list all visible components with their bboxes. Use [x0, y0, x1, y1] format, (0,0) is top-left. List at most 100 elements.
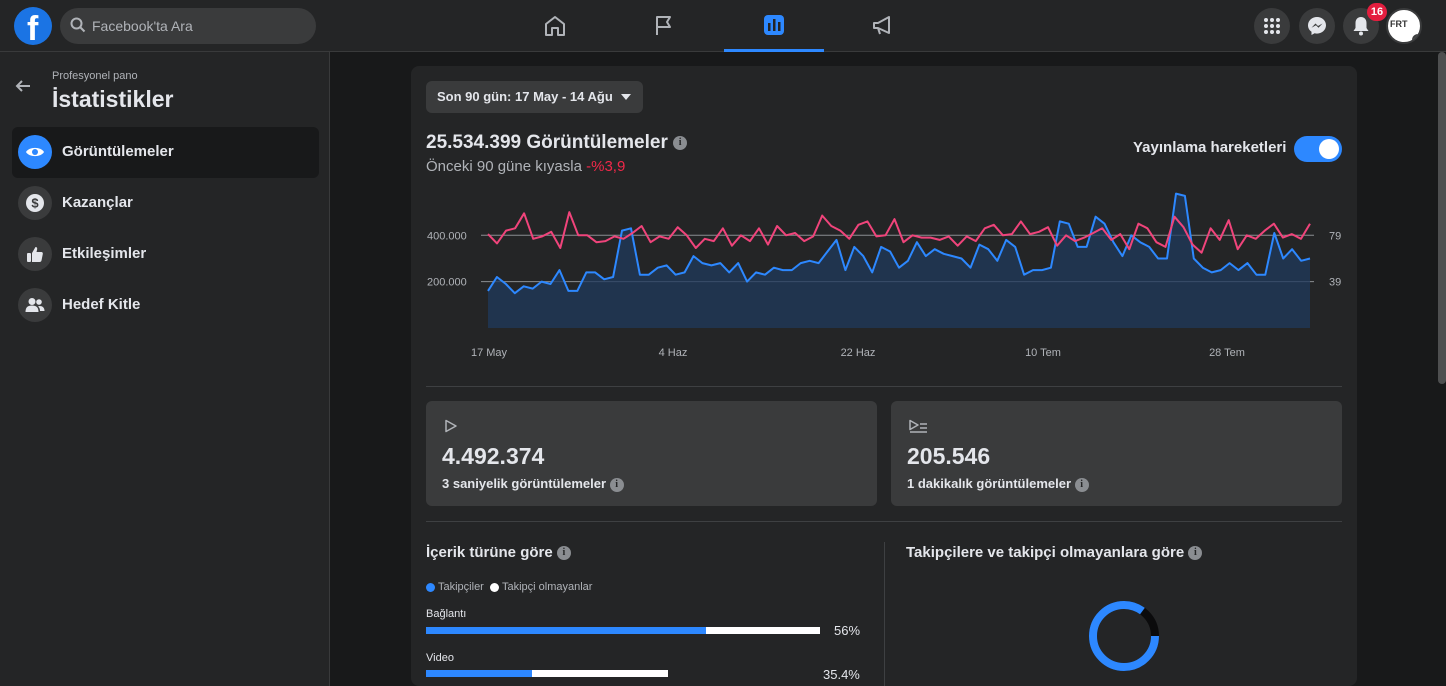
followers-section-title: Takipçilere ve takipçi olmayanlara göre … — [906, 544, 1203, 561]
svg-text:$: $ — [31, 196, 39, 211]
x-tick-label: 22 Haz — [841, 347, 876, 359]
x-tick-label: 10 Tem — [1025, 347, 1061, 359]
facebook-logo[interactable]: f — [14, 7, 52, 48]
sidebar-item-label: Görüntülemeler — [62, 143, 174, 160]
flag-icon — [656, 16, 671, 35]
stat-value: 4.492.374 — [442, 443, 545, 469]
total-views-value: 25.534.399 Görüntülemeler — [426, 132, 668, 153]
sidebar-item-engagement[interactable]: Etkileşimler — [12, 229, 319, 280]
bar-label: Bağlantı — [426, 608, 467, 620]
avatar-label: FRT — [1390, 19, 1408, 29]
legend-dot-nonfollowers — [489, 582, 499, 592]
info-icon[interactable]: i — [673, 135, 688, 150]
sidebar-subtitle: Profesyonel pano — [52, 70, 138, 82]
y-tick-label-left: 200.000 — [427, 277, 467, 289]
bar-fill-followers — [426, 670, 533, 677]
content-type-title: İçerik türüne göre i — [426, 544, 571, 561]
legend-followers: Takipçiler — [438, 581, 484, 593]
back-arrow-icon[interactable] — [14, 78, 32, 94]
donut-segment-followers — [1089, 601, 1159, 671]
stat-label: 3 saniyelik görüntülemeler i — [442, 476, 624, 492]
search-input[interactable] — [92, 8, 302, 44]
people-icon — [18, 288, 52, 322]
sidebar-item-audience[interactable]: Hedef Kitle — [12, 280, 319, 331]
search-box[interactable] — [60, 8, 316, 44]
menu-button[interactable] — [1254, 8, 1290, 44]
views-panel: Son 90 gün: 17 May - 14 Ağu 25.534.399 G… — [411, 66, 1357, 686]
series-line-publishing — [487, 211, 1311, 254]
series-line-views — [487, 192, 1311, 295]
x-tick-label: 28 Tem — [1209, 347, 1245, 359]
comparison-text: Önceki 90 güne kıyasla -%3,9 — [426, 158, 625, 175]
caret-down-icon — [620, 94, 631, 100]
comparison-value: -%3,9 — [586, 158, 626, 175]
content-type-title-text: İçerik türüne göre — [426, 544, 553, 561]
publishing-activity-label: Yayınlama hareketleri — [1133, 139, 1287, 156]
bar-percent: 56% — [834, 623, 861, 638]
bar-label: Video — [426, 652, 454, 664]
tab-home[interactable] — [505, 0, 605, 52]
grid-icon — [1264, 18, 1280, 34]
tab-insights[interactable] — [724, 0, 824, 52]
bar-percent: 35.4% — [823, 667, 860, 682]
content-bar-link — [426, 627, 820, 634]
sidebar-item-label: Hedef Kitle — [62, 296, 141, 313]
y-tick-label-right: 79 — [1329, 230, 1341, 242]
series-area-views — [488, 193, 1310, 328]
content-bar-video — [426, 670, 669, 677]
messenger-icon — [1308, 17, 1326, 35]
content-type-legend: Takipçiler Takipçi olmayanlar — [426, 581, 592, 593]
notification-badge: 16 — [1367, 3, 1387, 21]
stat-label-text: 3 saniyelik görüntülemeler — [442, 476, 607, 491]
section-divider — [884, 542, 885, 686]
comparison-label: Önceki 90 güne kıyasla — [426, 158, 582, 175]
megaphone-icon — [873, 16, 890, 35]
home-icon — [545, 16, 565, 36]
sidebar-item-views[interactable]: Görüntülemeler — [12, 127, 319, 178]
chevron-down-icon[interactable] — [1412, 34, 1420, 42]
publishing-activity-toggle[interactable] — [1294, 136, 1342, 162]
divider — [426, 521, 1342, 522]
scrollbar[interactable] — [1438, 52, 1446, 384]
followers-donut-chart — [1089, 601, 1159, 671]
sidebar: Profesyonel pano İstatistikler Görüntüle… — [0, 52, 330, 686]
messenger-button[interactable] — [1299, 8, 1335, 44]
y-tick-label-right: 39 — [1329, 277, 1341, 289]
toggle-knob — [1319, 139, 1339, 159]
play-list-icon — [909, 419, 927, 433]
stat-card-1m-views: 205.546 1 dakikalık görüntülemeler i — [891, 401, 1342, 506]
sidebar-item-earnings[interactable]: $ Kazançlar — [12, 178, 319, 229]
x-tick-label: 17 May — [471, 347, 508, 359]
sidebar-item-label: Etkileşimler — [62, 245, 147, 262]
play-icon — [445, 419, 457, 433]
bell-icon — [1353, 17, 1369, 36]
top-navigation-bar: f 16 FRT — [0, 0, 1446, 52]
thumbs-up-icon — [18, 237, 52, 271]
page-title: İstatistikler — [52, 86, 174, 112]
followers-section-title-text: Takipçilere ve takipçi olmayanlara göre — [906, 544, 1185, 561]
x-tick-label: 4 Haz — [659, 347, 688, 359]
views-line-chart: 400.000 200.000 79 39 17 May 4 Haz 22 Haz 10 Te… — [427, 192, 1341, 359]
legend-nonfollowers: Takipçi olmayanlar — [501, 581, 593, 593]
stat-value: 205.546 — [907, 443, 991, 469]
info-icon[interactable]: i — [1188, 546, 1203, 561]
dollar-icon: $ — [18, 186, 52, 220]
date-range-dropdown[interactable]: Son 90 gün: 17 May - 14 Ağu — [426, 81, 643, 113]
tab-pages[interactable] — [614, 0, 714, 52]
stat-label: 1 dakikalık görüntülemeler i — [907, 476, 1089, 492]
bar-chart-icon — [764, 14, 784, 35]
stat-card-3s-views: 4.492.374 3 saniyelik görüntülemeler i — [426, 401, 877, 506]
legend-dot-followers — [426, 582, 435, 592]
avatar[interactable]: FRT — [1386, 8, 1422, 44]
eye-icon — [18, 135, 52, 169]
info-icon[interactable]: i — [1074, 477, 1089, 492]
search-icon — [70, 17, 86, 33]
total-views: 25.534.399 Görüntülemeler i — [426, 132, 688, 154]
stat-label-text: 1 dakikalık görüntülemeler — [907, 476, 1072, 491]
date-range-label: Son 90 gün: 17 May - 14 Ağu — [437, 89, 613, 104]
info-icon[interactable]: i — [609, 477, 624, 492]
tab-ads[interactable] — [833, 0, 933, 52]
info-icon[interactable]: i — [556, 546, 571, 561]
y-tick-label-left: 400.000 — [427, 230, 467, 242]
divider — [426, 386, 1342, 387]
